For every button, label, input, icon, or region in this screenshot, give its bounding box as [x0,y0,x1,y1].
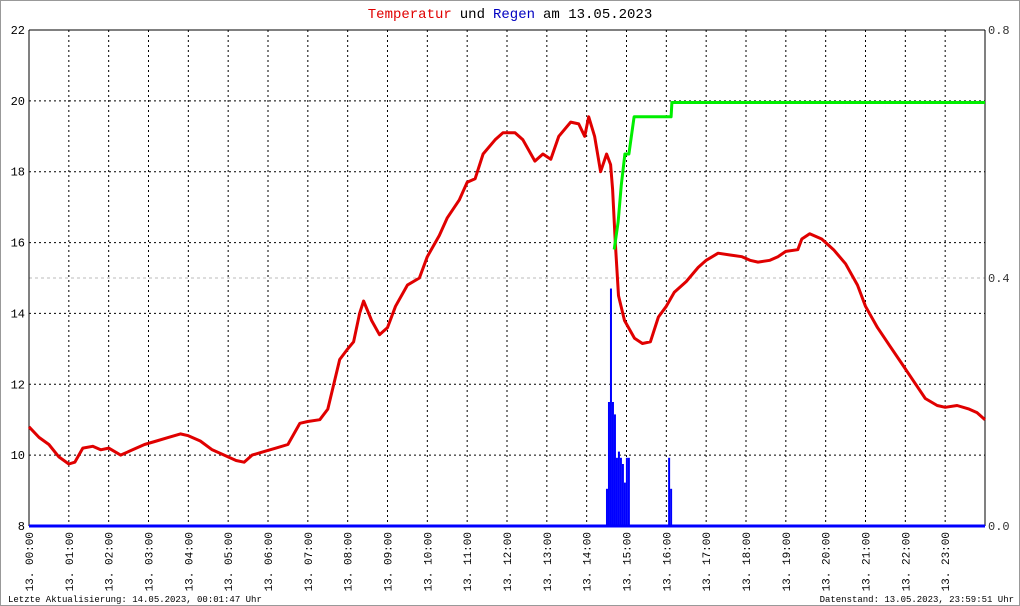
x-tick-label: 13. 05:00 [224,532,236,591]
x-tick-label: 13. 07:00 [304,532,316,591]
y-tick-label: 14 [11,307,25,321]
x-tick-label: 13. 14:00 [583,532,595,591]
y-tick-label: 18 [11,166,25,180]
rain-bar [621,464,624,526]
y2-tick-label: 0.0 [988,520,1010,534]
footer-right: Datenstand: 13.05.2023, 23:59:51 Uhr [820,595,1014,605]
y-tick-label: 12 [11,378,25,392]
rain-bar [668,457,671,526]
rain-bar [617,451,620,526]
x-tick-label: 13. 13:00 [543,532,555,591]
rain-bar [625,457,628,526]
x-tick-label: 13. 01:00 [65,532,77,591]
rain-bar [607,402,610,526]
chart-title: Temperatur und Regen am 13.05.2023 [368,7,652,23]
y-tick-label: 20 [11,95,25,109]
rain-bar [627,457,630,526]
rain-bar [670,488,673,526]
x-tick-label: 13. 12:00 [503,532,515,591]
x-tick-label: 13. 22:00 [901,532,913,591]
title-part: Regen [493,7,535,23]
x-tick-label: 13. 21:00 [862,532,874,591]
x-tick-label: 13. 08:00 [344,532,356,591]
y-tick-label: 10 [11,449,25,463]
rain-bar [619,457,622,526]
x-tick-label: 13. 17:00 [702,532,714,591]
x-tick-label: 13. 06:00 [264,532,276,591]
x-tick-label: 13. 11:00 [463,532,475,591]
line [612,101,985,250]
x-tick-label: 13. 20:00 [822,532,834,591]
rain-bar [623,482,626,526]
rain-bar [613,414,616,526]
rain-bar [611,402,614,526]
rain-bar [609,288,612,526]
x-tick-label: 13. 02:00 [105,532,117,591]
x-tick-label: 13. 04:00 [184,532,196,591]
title-part: am 13.05.2023 [543,7,652,23]
title-part: Temperatur [368,7,452,23]
x-tick-label: 13. 09:00 [384,532,396,591]
rain-bar [605,488,608,526]
rain-bar [615,457,618,526]
y2-tick-label: 0.8 [988,24,1010,38]
y2-tick-label: 0.4 [988,272,1010,286]
x-tick-label: 13. 19:00 [782,532,794,591]
x-tick-label: 13. 03:00 [145,532,157,591]
title-part: und [460,7,485,23]
x-tick-label: 13. 18:00 [742,532,754,591]
line [27,115,986,466]
y-tick-label: 16 [11,237,25,251]
y-tick-label: 8 [18,520,25,534]
x-tick-label: 13. 16:00 [662,532,674,591]
x-tick-label: 13. 15:00 [623,532,635,591]
x-tick-label: 13. 23:00 [941,532,953,591]
x-tick-label: 13. 10:00 [423,532,435,591]
footer-left: Letzte Aktualisierung: 14.05.2023, 00:01… [8,595,262,605]
y-tick-label: 22 [11,24,25,38]
x-tick-label: 13. 00:00 [25,532,37,591]
